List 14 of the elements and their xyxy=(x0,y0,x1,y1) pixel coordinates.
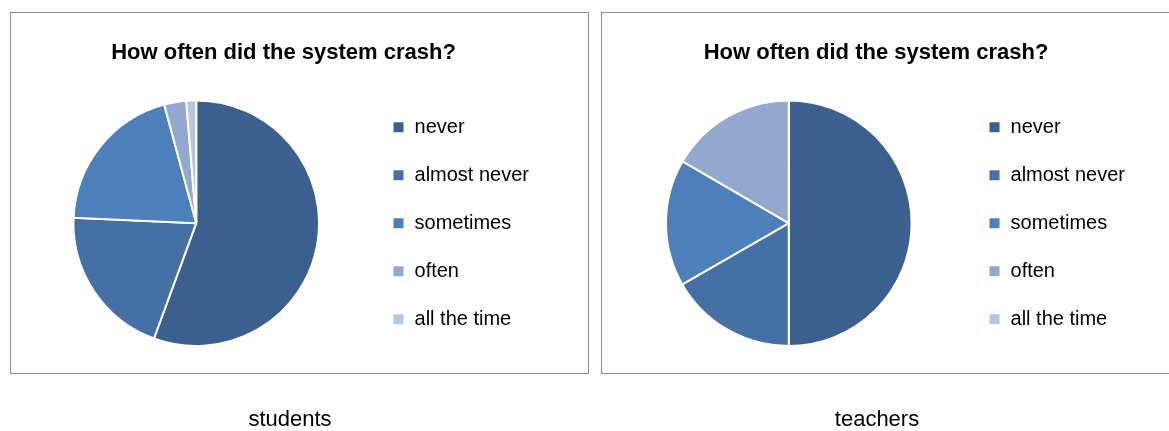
legend-label: all the time xyxy=(1010,306,1108,329)
legend-label: sometimes xyxy=(1010,210,1108,233)
text: students xyxy=(248,406,332,431)
legend-label: never xyxy=(414,114,465,137)
legend-label: often xyxy=(414,258,459,281)
legend-label: never xyxy=(1010,114,1061,137)
legend-label: sometimes xyxy=(414,210,512,233)
chart-title: How often did the system crash? xyxy=(703,39,1049,65)
text: teachers xyxy=(834,406,920,431)
legend-label: often xyxy=(1010,258,1055,281)
chart-title: How often did the system crash? xyxy=(111,39,456,65)
legend-label: almost never xyxy=(1010,162,1126,185)
legend-label: all the time xyxy=(414,306,512,329)
legend-label: almost never xyxy=(414,162,530,185)
